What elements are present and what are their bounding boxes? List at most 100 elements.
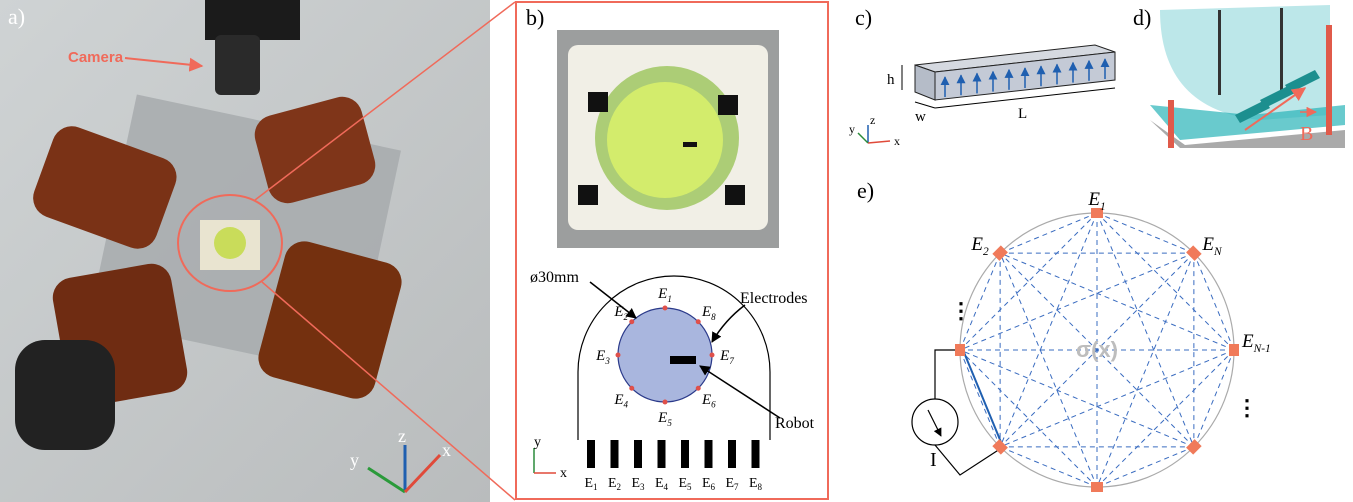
axis-label: z (870, 113, 875, 127)
pin (587, 440, 595, 468)
axis-label: x (894, 134, 900, 148)
dim-w (915, 102, 935, 108)
panel-label: d) (1133, 5, 1151, 30)
pin-label: E1 (584, 476, 597, 492)
marker (578, 185, 598, 205)
panel-label: a) (8, 4, 25, 29)
axis-x (868, 141, 890, 143)
wire (935, 350, 963, 399)
electrode (1326, 25, 1332, 135)
ellipsis: ⋮ (950, 298, 972, 323)
camera-body (205, 0, 300, 40)
electrode-dot (616, 353, 621, 358)
panel-label: e) (857, 178, 874, 203)
electrode-subscript: 3 (604, 356, 610, 366)
electrode-label: E1 (1087, 189, 1105, 213)
pin (705, 440, 713, 468)
axis-label: x (442, 440, 451, 460)
electrode-subscript: 5 (667, 418, 672, 428)
pin (634, 440, 642, 468)
pin-label: E5 (678, 476, 692, 492)
axis-label: x (560, 466, 567, 481)
pin (611, 440, 619, 468)
electrode-dot (696, 319, 701, 324)
electrode-subscript: 8 (711, 312, 716, 322)
axis-y (858, 133, 868, 143)
post (1218, 10, 1221, 95)
pin-subscript: 1 (593, 482, 598, 492)
robot (670, 356, 696, 364)
electrode-letter: E (657, 410, 667, 426)
motor (15, 340, 115, 450)
pin-letter: E (702, 476, 711, 491)
pin-letter: E (725, 476, 734, 491)
electrode (1091, 482, 1103, 492)
electrode-dot (696, 386, 701, 391)
measurement-line (1000, 253, 1234, 350)
electrode-subscript: N (1213, 246, 1223, 258)
electrode-letter: E (719, 348, 729, 364)
panel-label: c) (855, 5, 872, 30)
pin-label: E7 (725, 476, 739, 492)
dim-label: w (915, 109, 926, 125)
electrode-dot (629, 386, 634, 391)
pin-subscript: 6 (711, 482, 716, 492)
pin-subscript: 7 (734, 482, 739, 492)
measurement-line (1097, 253, 1194, 487)
pin-label: E3 (631, 476, 645, 492)
axis-label: y (534, 435, 541, 450)
electrode-subscript: 1 (1100, 201, 1106, 213)
pin (752, 440, 760, 468)
measurement-line (1000, 213, 1097, 447)
measurement-line (1000, 350, 1234, 447)
electrode (1168, 100, 1174, 148)
electrode-subscript: 2 (983, 246, 989, 258)
electrode-letter: E (613, 304, 623, 320)
panel-label: b) (526, 5, 544, 30)
electrode-label: EN-1 (1241, 331, 1271, 355)
panel-a: a) Camera z y x (0, 0, 515, 502)
electrode (1229, 344, 1239, 356)
pin-label: E8 (749, 476, 763, 492)
pin-letter: E (749, 476, 758, 491)
marker (588, 92, 608, 112)
axis-label: y (849, 122, 855, 136)
marker (718, 95, 738, 115)
marker (725, 185, 745, 205)
electrode-dot (663, 400, 668, 405)
dim-label: L (1018, 106, 1027, 122)
dim-label: h (887, 72, 895, 88)
electrode-label: E2 (970, 234, 989, 258)
conductivity-label: σ(x) (1076, 337, 1118, 362)
electrode (955, 344, 965, 356)
electrode-subscript: 7 (729, 356, 734, 366)
electrode-letter: E (701, 392, 711, 408)
measurement-line (1097, 213, 1194, 447)
pin (681, 440, 689, 468)
pin-label: E4 (655, 476, 669, 492)
electrode-dot (629, 319, 634, 324)
pin-label: E2 (608, 476, 621, 492)
pin (658, 440, 666, 468)
pin-letter: E (678, 476, 687, 491)
camera-lens (215, 35, 260, 95)
field-label: B (1300, 123, 1313, 145)
panel-c: c) h w L z x y (849, 5, 1115, 148)
electrode-letter: E (970, 234, 983, 255)
pin-letter: E (608, 476, 617, 491)
electrode-label: EN (1201, 234, 1223, 258)
current-label: I (930, 449, 937, 471)
pin-subscript: 4 (664, 482, 669, 492)
measurement-line (960, 253, 1194, 350)
electrode-letter: E (595, 348, 605, 364)
current-source (912, 399, 958, 445)
electrode-letter: E (657, 286, 667, 302)
pin-label: E6 (702, 476, 716, 492)
pin-letter: E (584, 476, 593, 491)
sample-dish (214, 227, 246, 259)
measurement-line (960, 350, 1194, 447)
electrodes-label: Electrodes (740, 290, 808, 307)
panel-b: b) ø30mm Electrodes Robot y x E1E2E3E4E5… (516, 2, 828, 499)
panel-d: d) B (1133, 5, 1345, 148)
